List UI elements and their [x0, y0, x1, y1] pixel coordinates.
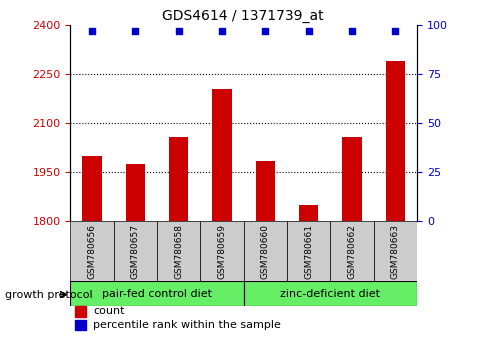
- Bar: [287, 221, 330, 281]
- Bar: [75, 306, 86, 317]
- Bar: [342, 137, 361, 221]
- Bar: [243, 221, 287, 281]
- Text: GSM780663: GSM780663: [390, 224, 399, 279]
- Text: GSM780661: GSM780661: [303, 224, 313, 279]
- Text: count: count: [93, 307, 124, 316]
- Text: GSM780659: GSM780659: [217, 224, 226, 279]
- Text: GSM780660: GSM780660: [260, 224, 269, 279]
- Point: [218, 28, 226, 34]
- Text: GSM780657: GSM780657: [131, 224, 139, 279]
- Text: GDS4614 / 1371739_at: GDS4614 / 1371739_at: [161, 9, 323, 23]
- Bar: [75, 320, 86, 330]
- Text: GSM780658: GSM780658: [174, 224, 183, 279]
- Point: [304, 28, 312, 34]
- Bar: [373, 221, 416, 281]
- Point: [391, 28, 398, 34]
- Text: pair-fed control diet: pair-fed control diet: [102, 289, 212, 299]
- Point: [261, 28, 269, 34]
- Text: zinc-deficient diet: zinc-deficient diet: [280, 289, 379, 299]
- Bar: [70, 221, 113, 281]
- Point: [174, 28, 182, 34]
- Point: [131, 28, 139, 34]
- Bar: [113, 221, 157, 281]
- Point: [348, 28, 355, 34]
- Text: GSM780662: GSM780662: [347, 224, 356, 279]
- Bar: [385, 61, 404, 221]
- Bar: [70, 281, 243, 306]
- Bar: [212, 88, 231, 221]
- Bar: [255, 161, 274, 221]
- Text: GSM780656: GSM780656: [87, 224, 96, 279]
- Bar: [330, 221, 373, 281]
- Bar: [243, 281, 416, 306]
- Bar: [125, 164, 145, 221]
- Bar: [298, 205, 318, 221]
- Bar: [168, 137, 188, 221]
- Bar: [200, 221, 243, 281]
- Bar: [82, 156, 102, 221]
- Text: growth protocol: growth protocol: [5, 290, 92, 299]
- Point: [88, 28, 96, 34]
- Bar: [157, 221, 200, 281]
- Text: percentile rank within the sample: percentile rank within the sample: [93, 320, 280, 330]
